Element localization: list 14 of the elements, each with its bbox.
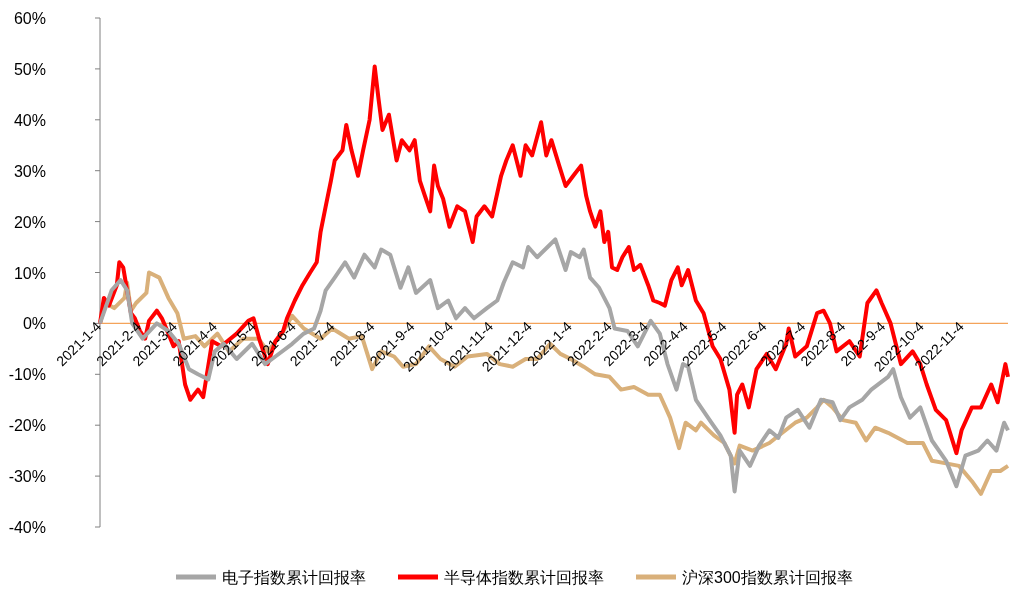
legend-label: 电子指数累计回报率 xyxy=(222,569,366,586)
y-tick-label: 0% xyxy=(22,315,46,333)
y-tick-label: 60% xyxy=(13,10,46,27)
y-tick-label: -30% xyxy=(8,468,46,486)
y-tick-label: 10% xyxy=(13,264,46,282)
legend-label: 沪深300指数累计回报率 xyxy=(682,569,853,586)
y-tick-label: 40% xyxy=(13,111,46,129)
y-tick-label: 30% xyxy=(13,162,46,180)
y-tick-label: -40% xyxy=(8,519,46,536)
y-tick-label: 50% xyxy=(13,60,46,78)
legend-label: 半导体指数累计回报率 xyxy=(444,569,604,586)
y-tick-label: 20% xyxy=(13,213,46,231)
y-tick-label: -20% xyxy=(8,417,46,435)
y-tick-label: -10% xyxy=(8,366,46,384)
